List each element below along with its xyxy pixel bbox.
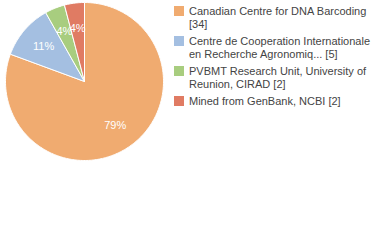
svg-text:79%: 79% (104, 119, 126, 131)
html-text:Mined from GenBank, NCBI [2]: Mined from GenBank, NCBI [2] (189, 95, 341, 107)
svg-text:4%: 4% (56, 25, 73, 38)
svg-text:11%: 11% (33, 40, 54, 52)
html-text:Centre de Cooperation Internat: Centre de Cooperation Internationale en … (189, 35, 370, 60)
html-text:PVBMT Research Unit, Universit: PVBMT Research Unit, University of Reuni… (189, 65, 367, 90)
html-text:Canadian Centre for DNA Barcod: Canadian Centre for DNA Barcoding [34] (189, 5, 367, 30)
svg-text:4%: 4% (70, 22, 86, 34)
